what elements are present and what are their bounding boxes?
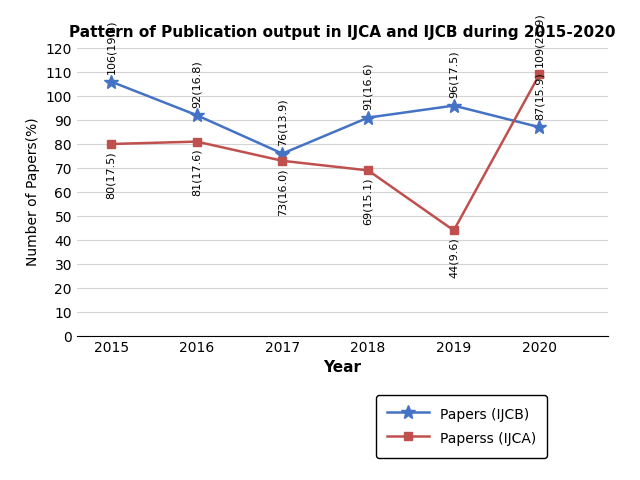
X-axis label: Year: Year (323, 360, 362, 375)
Papers (IJCB) (108, 79, 115, 84)
Text: 69(15.1): 69(15.1) (363, 178, 373, 225)
Text: 81(17.6): 81(17.6) (192, 149, 202, 196)
Paperss (IJCA) (108, 141, 115, 147)
Papers (IJCB) (278, 151, 286, 156)
Legend: Papers (IJCB), Paperss (IJCA): Papers (IJCB), Paperss (IJCA) (376, 395, 547, 458)
Papers (IJCB) (536, 124, 543, 130)
Text: 106(19.3): 106(19.3) (106, 20, 116, 74)
Paperss (IJCA) (364, 168, 372, 173)
Paperss (IJCA) (536, 72, 543, 77)
Text: 91(16.6): 91(16.6) (363, 63, 373, 110)
Line: Papers (IJCB): Papers (IJCB) (104, 75, 547, 160)
Line: Paperss (IJCA): Paperss (IJCA) (107, 70, 543, 235)
Y-axis label: Number of Papers(%): Number of Papers(%) (26, 118, 40, 266)
Text: 80(17.5): 80(17.5) (106, 151, 116, 199)
Paperss (IJCA) (278, 158, 286, 164)
Paperss (IJCA) (193, 139, 200, 144)
Text: 76(13.9): 76(13.9) (277, 99, 287, 146)
Text: 44(9.6): 44(9.6) (449, 238, 459, 278)
Papers (IJCB) (450, 103, 458, 108)
Text: 73(16.0): 73(16.0) (277, 168, 287, 216)
Papers (IJCB) (364, 115, 372, 120)
Paperss (IJCA) (450, 228, 458, 233)
Text: 87(15.9): 87(15.9) (534, 72, 545, 120)
Papers (IJCB) (193, 112, 200, 118)
Text: 96(17.5): 96(17.5) (449, 51, 459, 98)
Text: 92(16.8): 92(16.8) (192, 60, 202, 108)
Title: Pattern of Publication output in IJCA and IJCB during 2015-2020: Pattern of Publication output in IJCA an… (69, 25, 616, 40)
Text: 109(23.9): 109(23.9) (534, 12, 545, 67)
